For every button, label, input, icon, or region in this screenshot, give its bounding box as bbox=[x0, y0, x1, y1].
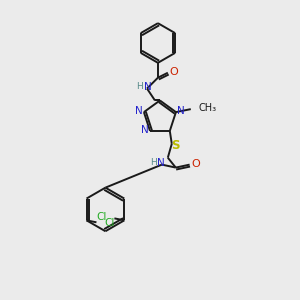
Text: O: O bbox=[191, 159, 200, 169]
Text: N: N bbox=[135, 106, 143, 116]
Text: H: H bbox=[150, 158, 157, 167]
Text: H: H bbox=[136, 82, 143, 91]
Text: N: N bbox=[141, 125, 149, 135]
Text: O: O bbox=[169, 67, 178, 77]
Text: Cl: Cl bbox=[104, 218, 115, 228]
Text: N: N bbox=[144, 82, 152, 92]
Text: S: S bbox=[172, 139, 180, 152]
Text: N: N bbox=[177, 106, 185, 116]
Text: N: N bbox=[157, 158, 165, 168]
Text: Cl: Cl bbox=[96, 212, 106, 222]
Text: CH₃: CH₃ bbox=[199, 103, 217, 113]
